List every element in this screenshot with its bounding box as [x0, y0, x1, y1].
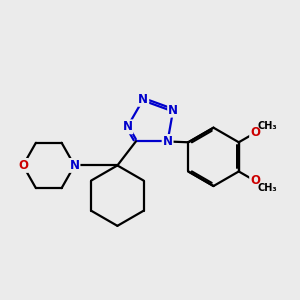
Text: N: N: [70, 159, 80, 172]
Text: CH₃: CH₃: [258, 183, 278, 193]
Text: N: N: [122, 120, 132, 133]
Text: O: O: [250, 126, 260, 139]
Text: CH₃: CH₃: [258, 121, 278, 130]
Text: N: N: [163, 135, 172, 148]
Text: O: O: [18, 159, 28, 172]
Text: O: O: [250, 174, 260, 188]
Text: N: N: [168, 104, 178, 117]
Text: N: N: [138, 93, 148, 106]
